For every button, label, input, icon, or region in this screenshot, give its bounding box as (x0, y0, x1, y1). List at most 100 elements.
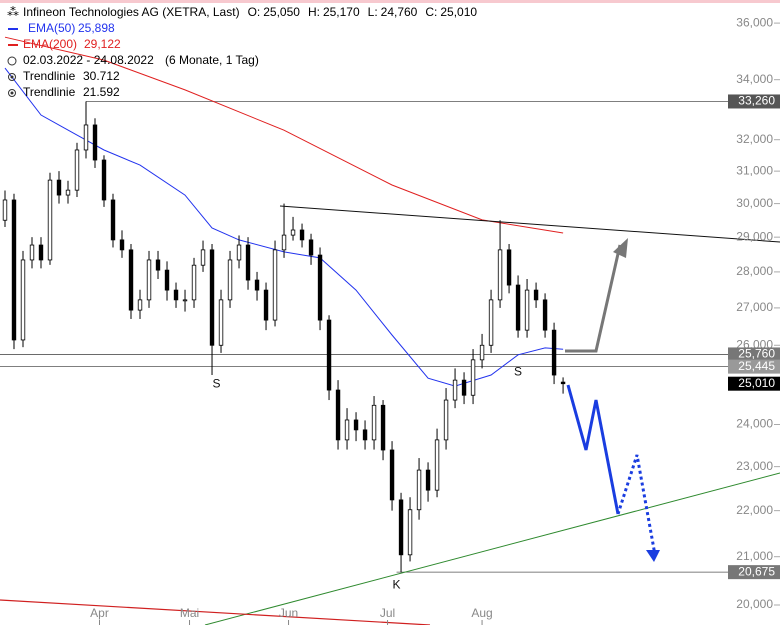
y-tick-label: 34,000 (736, 72, 773, 86)
candle-body (200, 249, 206, 266)
ohlc-value: 25,010 (440, 5, 477, 19)
candle-body (551, 329, 557, 376)
candle-body (434, 439, 440, 491)
candle-body (353, 419, 359, 431)
price-label: 25,445 (738, 359, 775, 373)
candle-body (299, 229, 305, 241)
candle-body (533, 289, 539, 301)
candle-body (209, 249, 215, 346)
clock-icon (7, 56, 17, 66)
trendline-value: 21.592 (83, 85, 120, 99)
annotation: K (393, 578, 401, 592)
candle-body (560, 381, 566, 385)
candle-body (524, 289, 530, 331)
y-tick-label: 31,000 (736, 163, 773, 177)
candle-body (110, 199, 116, 241)
candle-body (74, 149, 80, 191)
legend-value: 25,898 (78, 21, 115, 35)
top-strip (0, 0, 780, 3)
x-tick-label: Mai (180, 606, 199, 620)
y-tick-label: 36,000 (736, 15, 773, 29)
candle-body (11, 199, 17, 341)
candle-body (245, 244, 251, 281)
candle-body (308, 239, 314, 256)
plot-area: S S K (0, 36, 728, 592)
candle-body (20, 259, 26, 341)
candle-body (281, 234, 287, 251)
y-tick-label: 32,000 (736, 132, 773, 146)
projection-up-head (613, 238, 628, 258)
candle-body (227, 259, 233, 301)
ohlc-value: 25,050 (263, 5, 300, 19)
candle-body (362, 429, 368, 441)
candle-body (47, 179, 53, 261)
candle-body (191, 264, 197, 301)
candle-body (371, 404, 377, 441)
candle-body (425, 469, 431, 491)
price-label-box (728, 359, 780, 374)
ohlc-value: 24,760 (381, 5, 418, 19)
legend-label: EMA(50) (28, 21, 75, 35)
candle-body (236, 244, 242, 261)
candle-body (488, 299, 494, 346)
support-trendline (204, 472, 780, 625)
candle-body (92, 124, 98, 161)
period-note: (6 Monate, 1 Tag) (165, 53, 259, 67)
annotation: S (213, 376, 221, 390)
candle-body (470, 359, 476, 396)
ohlc-key: L: (368, 5, 378, 19)
candle-body (137, 299, 143, 311)
candle-body (29, 244, 35, 261)
candle-body (263, 289, 269, 321)
chart-title: Infineon Technologies AG (XETRA, Last) (23, 5, 240, 19)
price-label-box (728, 347, 780, 362)
candle-body (128, 249, 134, 311)
x-tick-label: Apr (90, 606, 109, 620)
candle-body (452, 379, 458, 401)
candle-body (506, 249, 512, 286)
candle-body (443, 399, 449, 441)
candle-body (398, 499, 404, 556)
projection-up (565, 244, 622, 353)
candle-body (515, 284, 521, 331)
y-tick-label: 29,000 (736, 229, 773, 243)
trend-icon (10, 75, 14, 79)
projection-dotted (616, 454, 657, 556)
candle-body (254, 279, 260, 291)
price-label-box (728, 565, 780, 580)
trend-icon (10, 91, 14, 95)
candle-body (407, 509, 413, 556)
candle-body (83, 124, 89, 151)
candle-body (326, 319, 332, 391)
y-tick-label: 30,000 (736, 196, 773, 210)
price-label: 25,010 (738, 376, 775, 390)
candle-body (272, 249, 278, 321)
y-tick-label: 24,000 (736, 417, 773, 431)
candle-body (416, 469, 422, 511)
candle-body (119, 239, 125, 251)
ohlc-value: 25,170 (323, 5, 360, 19)
x-tick-label: Jul (380, 606, 395, 620)
price-label-box (728, 376, 780, 391)
candle-body (542, 299, 548, 331)
candle-body (380, 404, 386, 451)
candle-body (317, 254, 323, 321)
lower-trendline (0, 599, 431, 625)
candle-body (344, 419, 350, 441)
candle-body (218, 299, 224, 346)
x-tick-label: Jun (279, 606, 298, 620)
period: 02.03.2022 - 24.08.2022 (23, 53, 154, 67)
trendline-value: 30.712 (83, 69, 120, 83)
legend-value: 29,122 (84, 37, 121, 51)
candle-body (497, 249, 503, 301)
candle-body (2, 199, 8, 221)
candle-body (290, 229, 296, 236)
legend-swatch (8, 28, 18, 30)
candle-body (101, 159, 107, 201)
price-label-box (728, 94, 780, 109)
y-tick-label: 20,000 (736, 597, 773, 611)
legend: Infineon Technologies AG (XETRA, Last) E… (7, 5, 477, 99)
candle-body (56, 179, 62, 196)
candle-body (146, 259, 152, 301)
candle-body (155, 259, 161, 271)
